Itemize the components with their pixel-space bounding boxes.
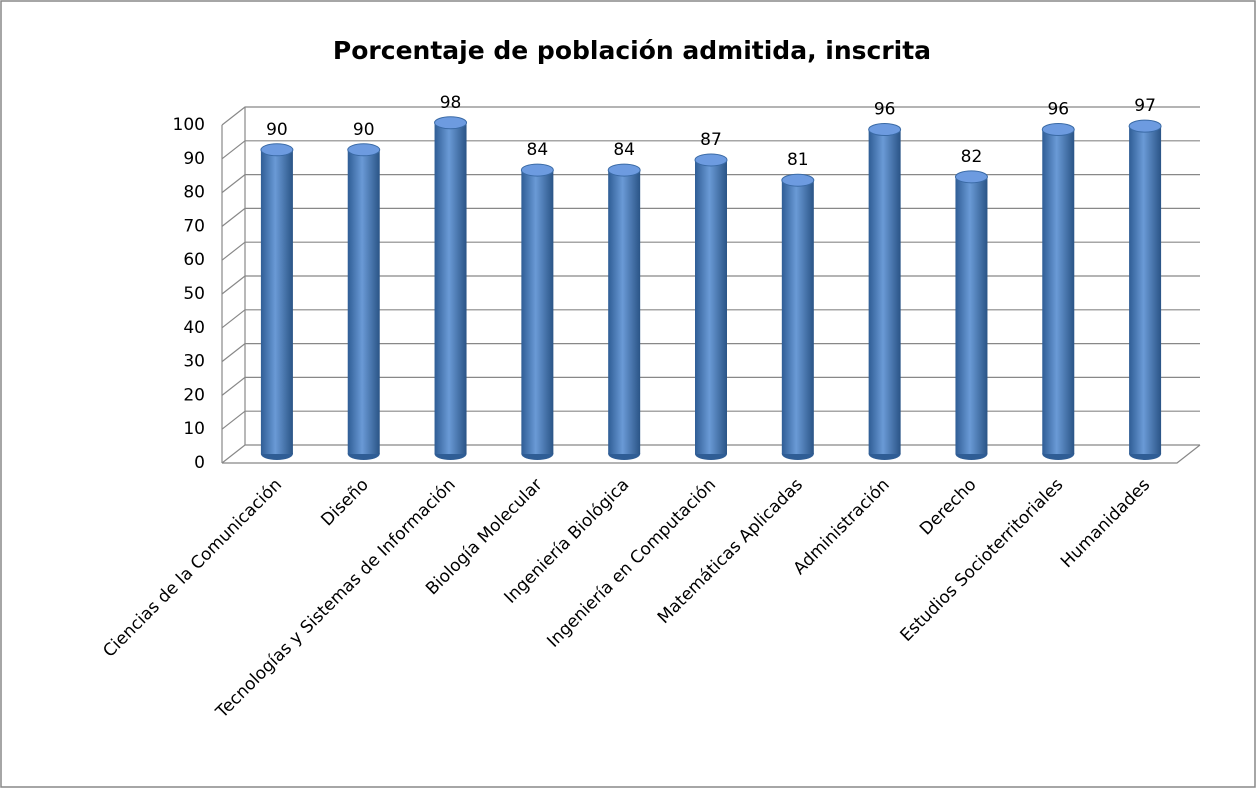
- y-tick-label: 60: [183, 250, 205, 270]
- chart-title: Porcentaje de población admitida, inscri…: [333, 36, 931, 65]
- bar: [347, 149, 380, 455]
- value-label: 82: [961, 147, 983, 167]
- y-tick-label: 70: [183, 216, 205, 236]
- bar: [868, 129, 901, 454]
- value-label: 81: [787, 150, 809, 170]
- bar-cap: [1041, 123, 1075, 137]
- bar: [781, 180, 814, 454]
- bar: [955, 176, 988, 454]
- y-tick-label: 40: [183, 318, 205, 338]
- bar-cap: [434, 116, 468, 130]
- y-tick-label: 30: [183, 352, 205, 372]
- bar-cap: [607, 163, 641, 177]
- value-label: 90: [266, 120, 288, 140]
- bar-cap: [260, 143, 294, 157]
- bar: [695, 159, 727, 454]
- bar: [1129, 126, 1162, 454]
- value-label: 90: [353, 120, 375, 140]
- bar: [260, 149, 293, 455]
- bar-cap: [781, 173, 815, 187]
- y-tick-label: 100: [173, 115, 205, 135]
- bar-cap: [1128, 119, 1162, 133]
- value-label: 96: [1047, 100, 1069, 120]
- bar-cap: [347, 143, 381, 157]
- value-label: 84: [527, 140, 549, 160]
- bar-cap: [520, 163, 554, 177]
- y-tick-label: 80: [183, 183, 205, 203]
- y-tick-label: 50: [183, 284, 205, 304]
- bar: [608, 170, 641, 454]
- floor: [222, 444, 1201, 464]
- bar-cap: [694, 153, 728, 167]
- bar: [1042, 129, 1075, 454]
- bar: [521, 170, 554, 454]
- bar-cap: [954, 170, 988, 184]
- bar-cap: [868, 123, 902, 137]
- y-tick-label: 20: [183, 385, 205, 405]
- y-tick-label: 90: [183, 149, 205, 169]
- y-tick-label: 0: [194, 453, 205, 473]
- value-label: 98: [440, 93, 462, 113]
- value-label: 97: [1134, 96, 1156, 116]
- value-label: 84: [613, 140, 635, 160]
- value-label: 87: [700, 130, 722, 150]
- value-label: 96: [874, 100, 896, 120]
- bar: [434, 122, 467, 454]
- y-tick-label: 10: [183, 419, 205, 439]
